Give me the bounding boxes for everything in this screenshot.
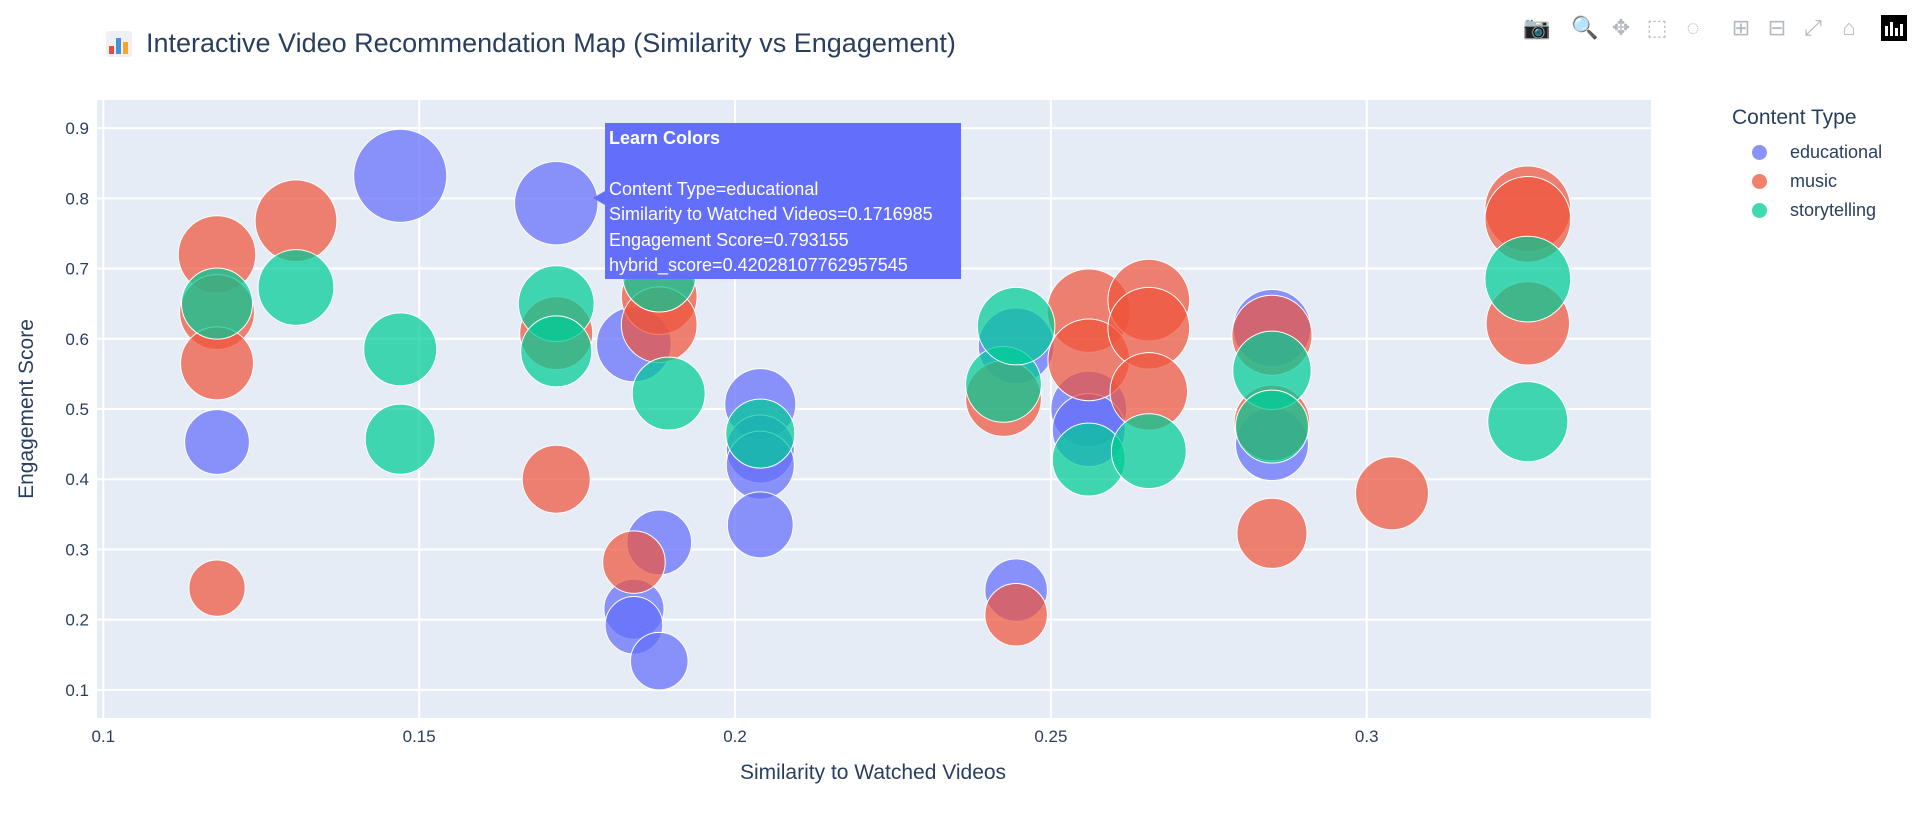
educational-point[interactable] xyxy=(353,128,448,223)
legend-item-storytelling[interactable]: storytelling xyxy=(1732,196,1882,225)
home-icon[interactable]: ⌂ xyxy=(1842,15,1856,40)
legend-item-educational[interactable]: educational xyxy=(1732,138,1882,167)
x-axis-label: Similarity to Watched Videos xyxy=(740,761,1006,784)
y-tick-label: 0.7 xyxy=(65,260,89,279)
legend-title: Content Type xyxy=(1732,106,1857,129)
camera-icon[interactable]: 📷 xyxy=(1523,15,1551,40)
box-select-icon[interactable]: ⬚ xyxy=(1646,15,1668,40)
legend: Content Type educational music storytellin… xyxy=(1732,106,1882,225)
educational-point[interactable] xyxy=(629,631,689,691)
hover-line-engagement: Engagement Score=0.793155 xyxy=(609,229,849,250)
hover-title: Learn Colors xyxy=(609,128,721,148)
data-points xyxy=(177,128,1572,691)
legend-item-music[interactable]: music xyxy=(1732,167,1882,196)
modebar-group: 📷 xyxy=(1523,14,1551,42)
y-tick-label: 0.5 xyxy=(65,400,89,419)
storytelling-point[interactable] xyxy=(725,398,796,469)
educational-point[interactable] xyxy=(514,161,599,246)
storytelling-point[interactable] xyxy=(1110,413,1187,490)
y-axis-label: Engagement Score xyxy=(15,319,38,499)
music-point[interactable] xyxy=(188,559,246,617)
modebar-group: 🔍 ✥ ⬚ ◌ xyxy=(1571,14,1707,42)
autoscale-icon[interactable]: ⤢ xyxy=(1804,15,1822,40)
y-tick-label: 0.9 xyxy=(65,119,89,138)
storytelling-point[interactable] xyxy=(1487,381,1569,463)
storytelling-point[interactable] xyxy=(631,356,706,431)
plotly-logo-icon[interactable] xyxy=(1881,15,1907,41)
y-tick-label: 0.3 xyxy=(65,540,89,559)
hover-arrow xyxy=(593,191,605,205)
hover-line-hybrid-score: hybrid_score=0.42028107762957545 xyxy=(609,255,908,275)
music-point[interactable] xyxy=(602,530,666,594)
x-tick-label: 0.1 xyxy=(91,727,115,746)
hover-line-similarity: Similarity to Watched Videos=0.1716985 xyxy=(609,204,933,224)
y-tick-label: 0.4 xyxy=(65,470,89,489)
storytelling-point[interactable] xyxy=(364,403,436,475)
educational-point[interactable] xyxy=(726,491,794,559)
series-storytelling xyxy=(181,235,1572,497)
lasso-icon[interactable]: ◌ xyxy=(1686,15,1700,40)
x-tick-label: 0.25 xyxy=(1034,727,1067,746)
x-tick-label: 0.3 xyxy=(1355,727,1379,746)
x-tick-label: 0.15 xyxy=(403,727,436,746)
legend-marker-icon xyxy=(1752,174,1767,189)
y-tick-label: 0.2 xyxy=(65,611,89,630)
modebar: 📷 🔍 ✥ ⬚ ◌ ⊞ ⊟ ⤢ ⌂ xyxy=(1511,14,1907,42)
music-point[interactable] xyxy=(521,444,591,514)
legend-marker-icon xyxy=(1752,203,1767,218)
storytelling-point[interactable] xyxy=(976,286,1056,366)
y-tick-label: 0.1 xyxy=(65,681,89,700)
hover-line-content-type: Content Type=educational xyxy=(609,178,819,199)
bar-chart-emoji-icon xyxy=(106,30,132,57)
legend-label: music xyxy=(1790,171,1838,191)
chart-title-text: Interactive Video Recommendation Map (Si… xyxy=(146,28,956,58)
legend-label: storytelling xyxy=(1790,200,1877,220)
modebar-group: ⊞ ⊟ ⤢ ⌂ xyxy=(1727,14,1863,42)
legend-label: educational xyxy=(1790,142,1883,162)
x-tick-label: 0.2 xyxy=(723,727,747,746)
zoom-in-icon[interactable]: ⊞ xyxy=(1731,15,1751,40)
educational-point[interactable] xyxy=(184,409,250,475)
storytelling-point[interactable] xyxy=(363,312,438,387)
zoom-out-icon[interactable]: ⊟ xyxy=(1767,15,1787,40)
zoom-icon[interactable]: 🔍 xyxy=(1571,15,1599,40)
music-point[interactable] xyxy=(984,583,1048,647)
y-tick-label: 0.6 xyxy=(65,330,89,349)
y-tick-label: 0.8 xyxy=(65,189,89,208)
music-point[interactable] xyxy=(1236,497,1308,569)
storytelling-point[interactable] xyxy=(1484,235,1572,323)
x-axis-ticks: 0.1 0.15 0.2 0.25 0.3 xyxy=(91,727,1378,746)
legend-marker-icon xyxy=(1752,145,1767,160)
music-point[interactable] xyxy=(1355,456,1429,531)
storytelling-point[interactable] xyxy=(181,267,254,340)
hover-tooltip: Learn Colors Content Type=educational Si… xyxy=(605,123,961,279)
pan-icon[interactable]: ✥ xyxy=(1611,15,1631,40)
storytelling-point[interactable] xyxy=(520,315,593,388)
storytelling-point[interactable] xyxy=(1234,389,1309,464)
y-axis-ticks: 0.1 0.2 0.3 0.4 0.5 0.6 0.7 0.8 0.9 xyxy=(65,119,89,700)
chart-title: Interactive Video Recommendation Map (Si… xyxy=(106,28,956,59)
storytelling-point[interactable] xyxy=(257,249,335,326)
